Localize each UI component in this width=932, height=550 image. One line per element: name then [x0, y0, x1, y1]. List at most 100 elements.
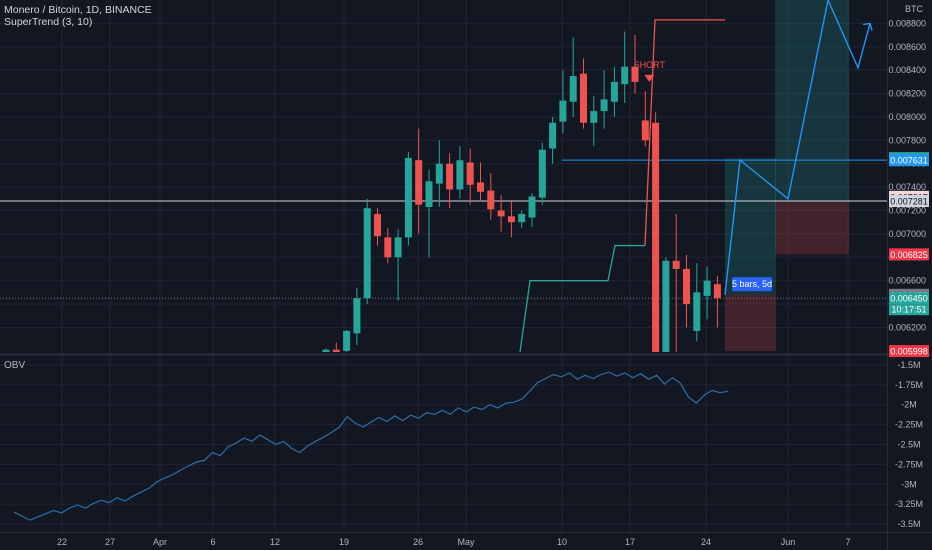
- candle-body: [446, 163, 454, 190]
- long-position-profit-zone[interactable]: [775, 0, 849, 202]
- candle-body: [477, 182, 484, 192]
- short-signal-arrow: [644, 74, 655, 82]
- long-position-loss-zone[interactable]: [775, 201, 849, 255]
- candle-body: [549, 122, 557, 149]
- candle-body: [631, 66, 639, 82]
- obv-legend[interactable]: OBV: [4, 360, 26, 371]
- price-tag-bg: [889, 292, 929, 305]
- projection-arrowhead: [862, 22, 873, 31]
- projection-path[interactable]: [724, 0, 871, 295]
- candle-body: [322, 349, 330, 352]
- candle-body: [425, 181, 433, 207]
- price-tick-label: 0.007800: [888, 135, 926, 145]
- candle-body: [343, 330, 351, 351]
- supertrend-up-line: [519, 244, 645, 353]
- time-tick-label: 12: [270, 537, 280, 547]
- price-tag-bg: [889, 195, 929, 208]
- price-tag: 0.007631: [890, 156, 928, 166]
- candle-body: [703, 280, 711, 296]
- symbol-name[interactable]: Monero / Bitcoin: [4, 4, 80, 16]
- candle-body: [683, 268, 690, 305]
- candle-body: [435, 163, 443, 184]
- countdown-label: 10:17:51: [891, 305, 926, 315]
- obv-tick-label: -2.25M: [895, 420, 923, 430]
- price-tick-label: 0.006600: [888, 276, 926, 286]
- time-tick-label: 6: [210, 537, 215, 547]
- position-loss-zone[interactable]: [725, 294, 776, 352]
- obv-line: [13, 371, 729, 521]
- time-tick-label: May: [457, 537, 475, 547]
- candle-body: [538, 149, 546, 198]
- candle-body: [404, 157, 412, 238]
- price-tag: 0.006825: [890, 250, 928, 260]
- price-tick-label: 0.007400: [888, 182, 926, 192]
- symbol-legend: Monero / Bitcoin, 1D, BINANCE: [4, 4, 152, 16]
- short-signal-label: SHORT: [634, 60, 666, 70]
- obv-tick-label: -1.5M: [897, 360, 920, 370]
- candle-body: [713, 284, 721, 299]
- candle-body: [394, 237, 402, 258]
- candle-body: [641, 120, 649, 141]
- candle-body: [497, 210, 505, 217]
- candle-body: [507, 216, 515, 223]
- candle-body: [693, 292, 701, 331]
- price-tag-bg: [889, 345, 929, 358]
- countdown-bg: [889, 304, 929, 316]
- candle-body: [374, 214, 381, 237]
- time-tick-label: 26: [413, 537, 423, 547]
- obv-tick-label: -2.75M: [895, 459, 923, 469]
- candle-body: [466, 162, 474, 185]
- price-tick-label: 0.007200: [888, 205, 926, 215]
- time-tick-label: Apr: [153, 537, 167, 547]
- price-tick-label: 0.006200: [888, 322, 926, 332]
- candle-body: [384, 237, 392, 258]
- candle-body: [621, 66, 629, 85]
- obv-tick-label: -2.5M: [897, 440, 920, 450]
- position-profit-zone[interactable]: [725, 158, 776, 295]
- obv-tick-label: -3.25M: [895, 499, 923, 509]
- obv-tick-label: -1.75M: [895, 380, 923, 390]
- time-tick-label: 10: [557, 537, 567, 547]
- candle-body: [528, 196, 536, 218]
- candle-body: [518, 214, 526, 223]
- price-tick-label: 0.008200: [888, 89, 926, 99]
- supertrend-legend[interactable]: SuperTrend (3, 10): [4, 16, 93, 28]
- candle-body: [652, 122, 660, 352]
- price-tick-label: 0.008600: [888, 42, 926, 52]
- time-tick-label: 19: [339, 537, 349, 547]
- currency-label: BTC: [905, 4, 924, 14]
- candle-body: [332, 349, 340, 352]
- price-tick-label: 0.008400: [888, 65, 926, 75]
- candle-body: [559, 100, 567, 122]
- candle-body: [580, 73, 587, 123]
- time-tick-label: 27: [105, 537, 115, 547]
- candle-body: [415, 160, 423, 205]
- price-tag-bg: [889, 248, 929, 261]
- candle-body: [610, 81, 618, 102]
- candle-body: [662, 260, 670, 352]
- price-tag: 0.006450: [890, 294, 928, 304]
- price-tick-label: 0.007000: [888, 229, 926, 239]
- time-tick-label: 24: [701, 537, 711, 547]
- price-tick-label: 0.008800: [888, 18, 926, 28]
- price-tick-label: 0.008000: [888, 112, 926, 122]
- time-tick-label: Jun: [781, 537, 796, 547]
- candle-body: [456, 160, 464, 190]
- candle-body: [363, 208, 371, 299]
- interval[interactable]: 1D: [85, 4, 100, 16]
- price-tag: 0.005998: [890, 347, 928, 357]
- position-label: 5 bars, 5d: [732, 279, 772, 289]
- obv-tick-label: -3M: [901, 479, 917, 489]
- candle-body: [569, 76, 577, 102]
- candle-body: [600, 99, 608, 112]
- price-tag-bg: [889, 154, 929, 167]
- supertrend-down-line: [644, 19, 725, 246]
- obv-tick-label: -3.5M: [897, 519, 920, 529]
- obv-tick-label: -2M: [901, 400, 917, 410]
- position-label-bg: [732, 277, 772, 292]
- exchange: BINANCE: [105, 4, 152, 16]
- candle-body: [353, 298, 361, 334]
- candle-body: [672, 260, 680, 269]
- time-tick-label: 7: [845, 537, 850, 547]
